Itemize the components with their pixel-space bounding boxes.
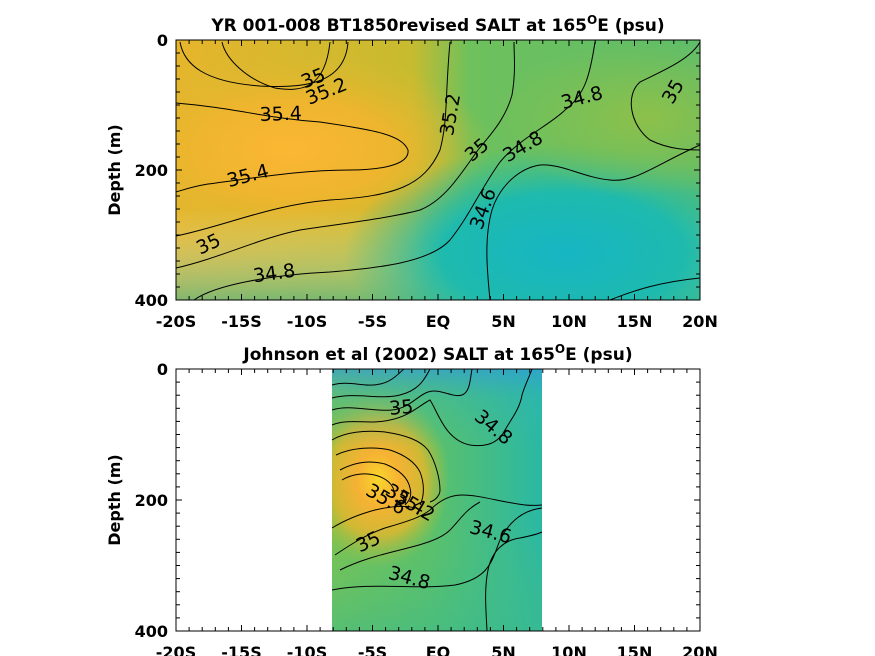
bottom-title: Johnson et al (2002) SALT at 165OE (psu) <box>242 342 632 365</box>
bottom-field <box>332 369 542 631</box>
top-x-tick-label: -10S <box>287 312 327 331</box>
top-ylabel: Depth (m) <box>105 124 124 216</box>
top-contour-35.2-upper <box>221 41 331 90</box>
top-contour-34.6 <box>486 144 701 301</box>
bottom-contour-34.4 <box>331 368 431 399</box>
bottom-contour-35.4 <box>339 461 412 506</box>
bottom-contours <box>331 368 543 632</box>
top-x-tick-label: EQ <box>426 312 451 331</box>
top-y-tick-label: 200 <box>135 161 168 180</box>
top-contour-35-upper <box>179 41 349 87</box>
bottom-contour-34.6-upper <box>331 368 473 411</box>
bottom-x-tick-label: 20N <box>682 643 718 656</box>
top-field <box>176 40 700 300</box>
top-contours <box>175 41 701 301</box>
bottom-y-tick-label: 400 <box>135 622 168 641</box>
top-x-tick-label: 20N <box>682 312 718 331</box>
bottom-y-tick-label: 200 <box>135 491 168 510</box>
bottom-contour-35.6 <box>341 473 395 496</box>
top-contour-34.8 <box>193 41 596 301</box>
top-x-tick-label: -5S <box>358 312 387 331</box>
top-ticks: -20S -15S -10S -5S EQ 5N 10N 15N 20N 0 200 400 <box>135 31 718 331</box>
bottom-x-tick-label: 10N <box>551 643 587 656</box>
bottom-contour-34.6-lower <box>485 531 543 632</box>
top-contour-35 <box>175 41 515 269</box>
bottom-contour-35-upper <box>331 430 441 503</box>
bottom-x-tick-label: -15S <box>221 643 261 656</box>
top-contour-35.2 <box>175 41 451 237</box>
top-x-tick-label: -20S <box>156 312 196 331</box>
bottom-contour-34.8-lower <box>331 507 543 591</box>
bottom-x-tick-label: -10S <box>287 643 327 656</box>
bottom-ticks: -20S -15S -10S -5S EQ 5N 10N 15N 20N 0 200 400 <box>135 360 718 656</box>
top-x-tick-label: -15S <box>221 312 261 331</box>
bottom-contour-label: 35 <box>388 396 414 420</box>
top-y-tick-label: 0 <box>157 31 168 50</box>
bottom-contour-34.2 <box>331 368 405 386</box>
top-contour-35.4 <box>175 102 409 193</box>
bottom-x-tick-label: EQ <box>426 643 451 656</box>
top-y-tick-label: 400 <box>135 291 168 310</box>
bottom-contour-35.2-upper <box>335 447 424 506</box>
bottom-y-tick-label: 0 <box>157 360 168 379</box>
bottom-contour-35-lower <box>334 494 543 556</box>
top-x-tick-label: 10N <box>551 312 587 331</box>
top-title: YR 001-008 BT1850revised SALT at 165OE (… <box>210 13 664 36</box>
chart-bottom: 35 34.835.635.435.235 34.634.8 -20S -15S -10… <box>105 342 718 656</box>
bottom-x-tick-label: -20S <box>156 643 196 656</box>
top-contour-35-east <box>630 41 701 151</box>
bottom-ylabel: Depth (m) <box>105 454 124 546</box>
bottom-contour-34.8-mid <box>339 501 481 571</box>
top-x-tick-label: 5N <box>491 312 516 331</box>
top-contour-34.4 <box>609 277 701 301</box>
top-contour-label: 35.4 <box>259 103 302 126</box>
bottom-x-tick-label: 15N <box>617 643 653 656</box>
bottom-x-tick-label: -5S <box>358 643 387 656</box>
top-x-tick-label: 15N <box>617 312 653 331</box>
bottom-x-tick-label: 5N <box>491 643 516 656</box>
bottom-contour-35.2-lower <box>331 505 416 529</box>
bottom-contour-34.8-upper <box>331 368 533 447</box>
